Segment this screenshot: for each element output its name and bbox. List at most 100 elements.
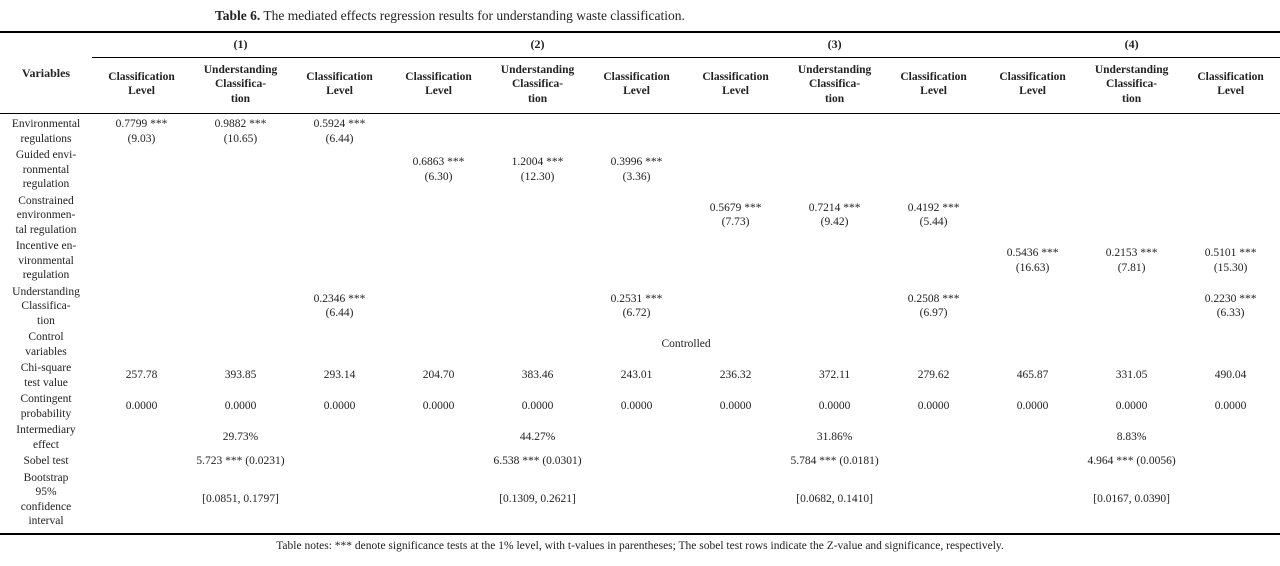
variables-header: Variables [0,32,92,114]
table-cell: 5.723 *** (0.0231) [196,455,285,467]
table-cell [587,238,686,284]
table-cell [290,193,389,239]
table-cell [983,147,1082,193]
table-cell: 0.3996 *** (3.36) [610,156,663,183]
row-label: Control variables [25,331,67,358]
row-label: Chi-square test value [20,362,72,389]
table-cell: 383.46 [521,369,554,382]
table-title: Table 6. The mediated effects regression… [0,0,1280,31]
column-header: Classification Level [389,57,489,114]
table-cell: 0.2531 *** (6.72) [610,292,663,320]
table-cell [884,147,983,193]
table-cell: 0.6863 *** (6.30) [412,156,465,183]
group-header-1: (1) [92,32,390,58]
table-cell: 0.0000 [224,400,257,413]
table-cell [587,193,686,239]
table-cell [884,114,983,148]
table-cell: Controlled [661,338,711,351]
table-cell: 236.32 [719,369,752,382]
table-cell: 0.4192 *** (5.44) [907,201,960,229]
table-row: Guided envi- ronmental regulation 0.6863 … [0,147,1280,193]
table-cell [983,284,1082,330]
row-label: Contingent probability [20,393,72,420]
table-cell [488,114,587,148]
column-header: Understanding Classifica- tion [1082,57,1182,114]
table-cell: 204.70 [422,369,455,382]
table-cell [686,238,785,284]
table-cell [488,193,587,239]
table-cell [686,147,785,193]
table-cell [785,284,884,330]
table-cell: 8.83% [1116,431,1147,444]
table-row: Contingent probability 0.0000 0.0000 0.0000… [0,391,1280,422]
table-cell: 0.5924 *** (6.44) [313,118,366,145]
column-header: Understanding Classifica- tion [785,57,885,114]
row-label: Constrained environmen- tal regulation [15,194,77,236]
column-header-row: Classification Level Understanding Class… [0,57,1280,114]
table-cell: 0.0000 [1016,400,1049,413]
column-header: Classification Level [92,57,191,114]
regression-table: Variables (1) (2) (3) (4) Classification… [0,31,1280,535]
table-cell [389,284,488,330]
table-cell: 0.2230 *** (6.33) [1204,292,1257,320]
table-cell: 0.0000 [521,400,554,413]
table-cell: 0.2508 *** (6.97) [907,292,960,320]
column-header: Understanding Classifica- tion [488,57,588,114]
table-cell: 243.01 [620,369,653,382]
table-cell [290,238,389,284]
table-cell: [0.1309, 0.2621] [499,493,576,506]
table-cell [884,238,983,284]
table-row: Understanding Classifica- tion 0.2346 ***… [0,284,1280,330]
table-cell [1082,114,1181,148]
column-header: Classification Level [686,57,786,114]
group-header-2: (2) [389,32,687,58]
table-body: Environmental regulations 0.7799 *** (9.0… [0,114,1280,534]
row-label: Sobel test [23,455,69,467]
table-cell: 31.86% [816,431,853,444]
table-cell [191,147,290,193]
table-cell [488,238,587,284]
table-cell [785,114,884,148]
table-row: Intermediary effect 29.73% 44.27% 31.86% 8.8… [0,422,1280,453]
table-cell [587,114,686,148]
table-cell [1082,147,1181,193]
group-header-row: Variables (1) (2) (3) (4) [0,32,1280,114]
table-header: Variables (1) (2) (3) (4) Classification… [0,32,1280,114]
table-cell [1181,147,1280,193]
table-cell [983,114,1082,148]
table-cell [191,284,290,330]
table-cell: 331.05 [1115,369,1148,382]
table-cell: 372.11 [818,369,851,382]
table-cell: [0.0682, 0.1410] [796,493,873,506]
table-cell: 0.0000 [1214,400,1247,413]
table-cell [1082,284,1181,330]
table-cell [389,193,488,239]
table-cell [785,238,884,284]
table-cell [1181,193,1280,239]
row-label: Understanding Classifica- tion [12,285,80,327]
table-cell: 293.14 [323,369,356,382]
table-cell [1181,114,1280,148]
column-header: Classification Level [884,57,984,114]
table-cell: 0.0000 [620,400,653,413]
column-header: Classification Level [587,57,687,114]
table-row: Bootstrap 95% confidence interval [0.0851… [0,470,1280,534]
row-label: Environmental regulations [11,118,81,145]
table-cell: 6.538 *** (0.0301) [493,455,582,467]
table-cell [686,114,785,148]
table-cell: 4.964 *** (0.0056) [1087,455,1176,467]
column-header: Understanding Classifica- tion [191,57,290,114]
table-cell: 393.85 [224,369,257,382]
table-cell: 0.7214 *** (9.42) [808,201,861,229]
column-header: Classification Level [1181,57,1280,114]
table-row: Environmental regulations 0.7799 *** (9.0… [0,114,1280,148]
row-label: Intermediary effect [16,424,76,451]
table-row: Sobel test 5.723 *** (0.0231) 6.538 *** (0… [0,453,1280,470]
table-cell: 0.5101 *** (15.30) [1204,247,1257,274]
table-title-label: Table 6. [215,8,261,23]
table-cell: 0.2153 *** (7.81) [1105,247,1158,274]
column-header: Classification Level [290,57,390,114]
table-cell: 490.04 [1214,369,1247,382]
column-header: Classification Level [983,57,1083,114]
